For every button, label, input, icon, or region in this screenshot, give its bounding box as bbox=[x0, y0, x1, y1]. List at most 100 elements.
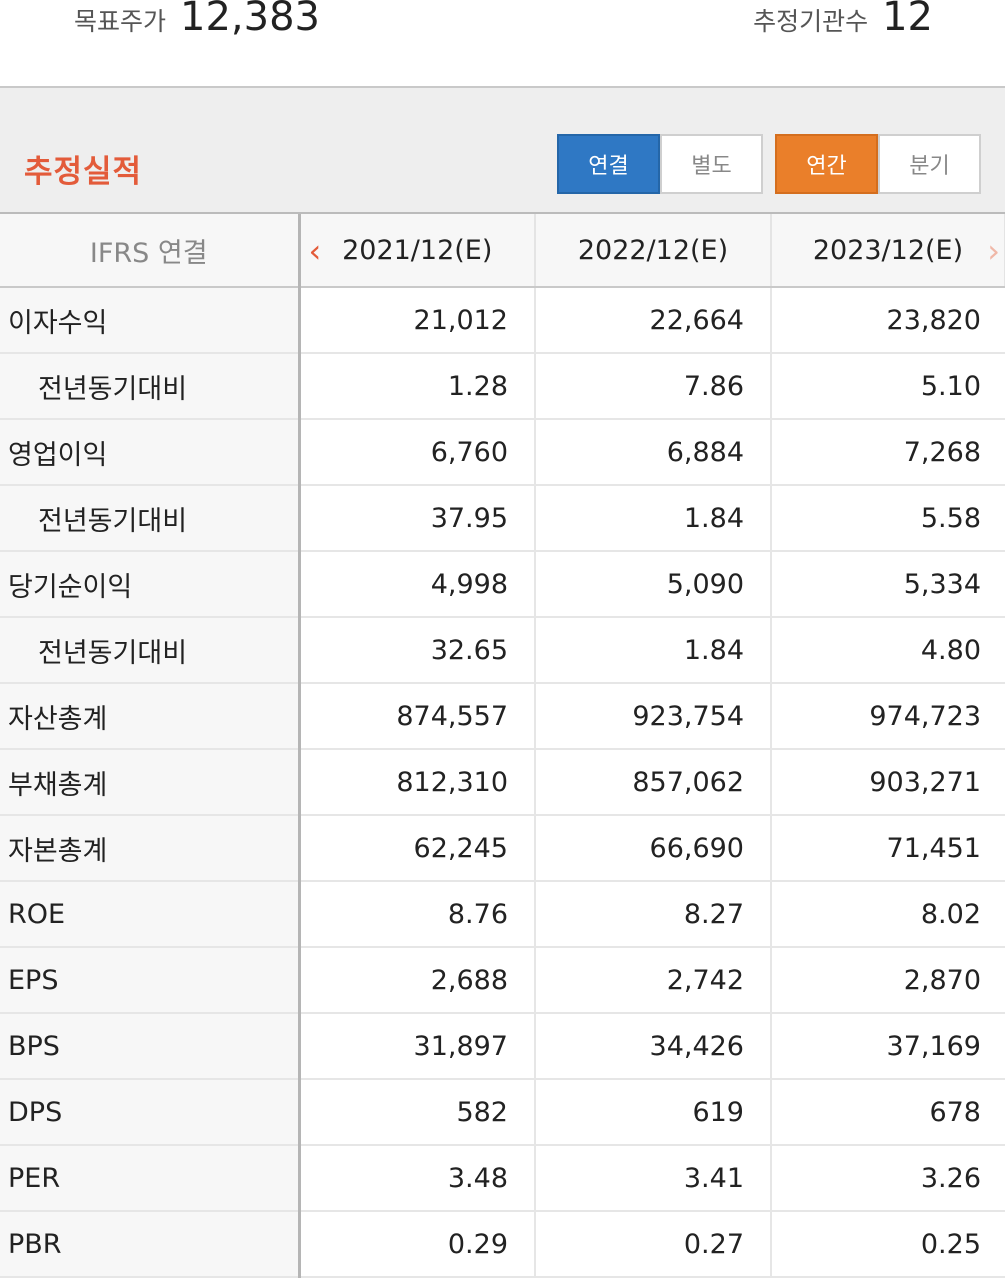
table-cell: 5.10 bbox=[771, 353, 1005, 420]
table-cell: 2,688 bbox=[299, 947, 536, 1014]
column-header: ‹ 2021/12(E) bbox=[299, 214, 536, 288]
table-cell: 66,690 bbox=[535, 815, 772, 882]
quarterly-button[interactable]: 분기 bbox=[878, 134, 981, 194]
target-price: 목표주가 12,383 bbox=[74, 0, 320, 40]
table-cell: 1.84 bbox=[535, 617, 772, 684]
table-row: 전년동기대비 32.65 1.84 4.80 bbox=[0, 617, 1005, 684]
target-price-value: 12,383 bbox=[180, 0, 320, 40]
row-label: 이자수익 bbox=[0, 287, 301, 354]
column-header: 2023/12(E) › bbox=[771, 214, 1005, 288]
table-cell: 678 bbox=[771, 1079, 1005, 1146]
table-cell: 71,451 bbox=[771, 815, 1005, 882]
column-header-label: 2021/12(E) bbox=[342, 234, 493, 266]
consolidation-toggle: 연결 별도 bbox=[557, 134, 763, 194]
institution-count: 추정기관수 12 bbox=[753, 0, 933, 40]
row-label: PBR bbox=[0, 1211, 301, 1278]
row-label: EPS bbox=[0, 947, 301, 1014]
row-label: 전년동기대비 bbox=[0, 353, 301, 420]
table-cell: 582 bbox=[299, 1079, 536, 1146]
table-cell: 857,062 bbox=[535, 749, 772, 816]
annual-button[interactable]: 연간 bbox=[775, 134, 878, 194]
table-row: 부채총계 812,310 857,062 903,271 bbox=[0, 749, 1005, 816]
table-row: ROE 8.76 8.27 8.02 bbox=[0, 881, 1005, 948]
table-cell: 6,760 bbox=[299, 419, 536, 486]
row-label: 전년동기대비 bbox=[0, 617, 301, 684]
table-cell: 23,820 bbox=[771, 287, 1005, 354]
table-cell: 34,426 bbox=[535, 1013, 772, 1080]
table-row: PER 3.48 3.41 3.26 bbox=[0, 1145, 1005, 1212]
table-row: 전년동기대비 37.95 1.84 5.58 bbox=[0, 485, 1005, 552]
table-cell: 923,754 bbox=[535, 683, 772, 750]
row-label: DPS bbox=[0, 1079, 301, 1146]
table-cell: 22,664 bbox=[535, 287, 772, 354]
table-cell: 5,334 bbox=[771, 551, 1005, 618]
table-cell: 8.27 bbox=[535, 881, 772, 948]
section-title: 추정실적 bbox=[24, 154, 143, 190]
table-cell: 4,998 bbox=[299, 551, 536, 618]
table-cell: 37.95 bbox=[299, 485, 536, 552]
table-row: PBR 0.29 0.27 0.25 bbox=[0, 1211, 1005, 1278]
target-price-label: 목표주가 bbox=[74, 7, 167, 36]
table-row: BPS 31,897 34,426 37,169 bbox=[0, 1013, 1005, 1080]
row-label: 자산총계 bbox=[0, 683, 301, 750]
row-label: PER bbox=[0, 1145, 301, 1212]
table-cell: 0.29 bbox=[299, 1211, 536, 1278]
table-cell: 0.27 bbox=[535, 1211, 772, 1278]
table-cell: 0.25 bbox=[771, 1211, 1005, 1278]
table-cell: 974,723 bbox=[771, 683, 1005, 750]
table-cell: 5.58 bbox=[771, 485, 1005, 552]
table-cell: 1.28 bbox=[299, 353, 536, 420]
row-label: 부채총계 bbox=[0, 749, 301, 816]
table-row: 전년동기대비 1.28 7.86 5.10 bbox=[0, 353, 1005, 420]
summary-bar: 목표주가 12,383 추정기관수 12 bbox=[0, 0, 1005, 88]
table-cell: 1.84 bbox=[535, 485, 772, 552]
table-cell: 2,870 bbox=[771, 947, 1005, 1014]
table-row: EPS 2,688 2,742 2,870 bbox=[0, 947, 1005, 1014]
row-label: 전년동기대비 bbox=[0, 485, 301, 552]
column-header-label: 2022/12(E) bbox=[577, 234, 729, 266]
table-row: 당기순이익 4,998 5,090 5,334 bbox=[0, 551, 1005, 618]
row-label: BPS bbox=[0, 1013, 301, 1080]
table-row: 자본총계 62,245 66,690 71,451 bbox=[0, 815, 1005, 882]
table-cell: 874,557 bbox=[299, 683, 536, 750]
table-cell: 903,271 bbox=[771, 749, 1005, 816]
row-label: ROE bbox=[0, 881, 301, 948]
row-label: 당기순이익 bbox=[0, 551, 301, 618]
consolidated-button[interactable]: 연결 bbox=[557, 134, 660, 194]
separate-button[interactable]: 별도 bbox=[660, 134, 763, 194]
table-cell: 4.80 bbox=[771, 617, 1005, 684]
table-cell: 8.02 bbox=[771, 881, 1005, 948]
table-row: 영업이익 6,760 6,884 7,268 bbox=[0, 419, 1005, 486]
table-cell: 6,884 bbox=[535, 419, 772, 486]
table-cell: 31,897 bbox=[299, 1013, 536, 1080]
institution-count-label: 추정기관수 bbox=[753, 7, 869, 36]
table-cell: 7.86 bbox=[535, 353, 772, 420]
chevron-left-icon[interactable]: ‹ bbox=[308, 232, 322, 270]
column-header: 2022/12(E) bbox=[535, 214, 772, 288]
table-row: 자산총계 874,557 923,754 974,723 bbox=[0, 683, 1005, 750]
table-cell: 8.76 bbox=[299, 881, 536, 948]
table-cell: 3.41 bbox=[535, 1145, 772, 1212]
table-row: 이자수익 21,012 22,664 23,820 bbox=[0, 287, 1005, 354]
table-cell: 7,268 bbox=[771, 419, 1005, 486]
table-header-row: IFRS 연결 ‹ 2021/12(E) 2022/12(E) 2023/12(… bbox=[0, 214, 1005, 288]
institution-count-value: 12 bbox=[882, 0, 933, 40]
table-cell: 3.48 bbox=[299, 1145, 536, 1212]
period-toggle: 연간 분기 bbox=[775, 134, 981, 194]
table-cell: 619 bbox=[535, 1079, 772, 1146]
table-cell: 37,169 bbox=[771, 1013, 1005, 1080]
table-cell: 32.65 bbox=[299, 617, 536, 684]
estimates-header: 추정실적 연결 별도 연간 분기 bbox=[0, 88, 1005, 214]
table-cell: 5,090 bbox=[535, 551, 772, 618]
row-label: 자본총계 bbox=[0, 815, 301, 882]
ifrs-label-header: IFRS 연결 bbox=[0, 214, 301, 288]
row-label: 영업이익 bbox=[0, 419, 301, 486]
table-cell: 62,245 bbox=[299, 815, 536, 882]
estimates-table: IFRS 연결 ‹ 2021/12(E) 2022/12(E) 2023/12(… bbox=[0, 214, 1005, 1278]
column-header-label: 2023/12(E) bbox=[812, 234, 964, 266]
table-cell: 2,742 bbox=[535, 947, 772, 1014]
table-cell: 21,012 bbox=[299, 287, 536, 354]
table-cell: 3.26 bbox=[771, 1145, 1005, 1212]
table-cell: 812,310 bbox=[299, 749, 536, 816]
chevron-right-icon[interactable]: › bbox=[987, 232, 1000, 270]
